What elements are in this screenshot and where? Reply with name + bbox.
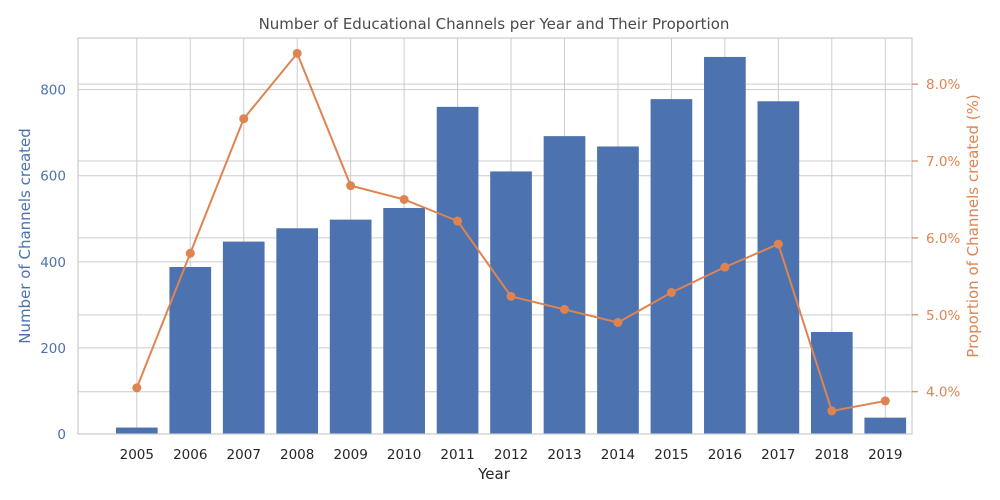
left-y-axis-label: Number of Channels created (16, 128, 34, 344)
x-tick-label: 2015 (654, 447, 688, 463)
left-y-tick-label: 800 (40, 83, 66, 99)
bar (329, 219, 372, 434)
right-y-tick-label: 7.0% (926, 154, 960, 170)
left-y-tick-label: 600 (40, 169, 66, 185)
bar (169, 266, 212, 434)
x-tick-label: 2017 (761, 447, 795, 463)
bar (704, 56, 746, 435)
x-tick-label: 2008 (280, 447, 314, 463)
bar (436, 106, 479, 434)
x-axis-label: Year (477, 465, 511, 483)
right-y-tick-label: 6.0% (926, 231, 960, 247)
proportion-point (560, 304, 569, 314)
x-tick-label: 2009 (333, 447, 367, 463)
right-y-tick-label: 8.0% (926, 77, 960, 93)
proportion-point (292, 48, 302, 58)
proportion-point (399, 194, 409, 204)
plot-border (77, 37, 913, 435)
bar (383, 208, 425, 434)
bar (810, 331, 853, 434)
proportion-point (346, 181, 356, 191)
plot-frame (77, 37, 913, 435)
x-tick-label: 2005 (120, 447, 154, 463)
x-tick-label: 2014 (601, 447, 635, 463)
proportion-point (453, 216, 463, 226)
bar (222, 241, 265, 434)
proportion-point (666, 288, 676, 298)
bar (115, 427, 158, 434)
proportion-point (773, 239, 783, 249)
right-y-tick-label: 4.0% (926, 385, 960, 401)
x-tick-label: 2012 (494, 447, 528, 463)
bar (757, 101, 800, 434)
bar (864, 417, 907, 434)
bar (597, 146, 639, 435)
x-tick-label: 2010 (387, 447, 421, 463)
chart-title: Number of Educational Channels per Year … (259, 15, 730, 33)
left-y-tick-label: 200 (40, 341, 66, 357)
proportion-line (132, 48, 890, 416)
x-tick-label: 2016 (708, 447, 742, 463)
tick-labels: 0 200 400 600 800 4.0% 5.0% 6.0% 7.0% 8.0% 2005 200… (40, 77, 960, 463)
x-tick-label: 2013 (547, 447, 581, 463)
proportion-point (613, 318, 623, 328)
left-y-tick-label: 400 (40, 255, 66, 271)
proportion-point (827, 406, 837, 416)
x-tick-label: 2018 (815, 447, 849, 463)
proportion-point (239, 114, 249, 124)
left-y-tick-label: 0 (57, 427, 66, 443)
bar (543, 136, 586, 434)
x-tick-label: 2019 (868, 447, 902, 463)
proportion-point (132, 383, 142, 393)
bar (490, 171, 532, 434)
x-tick-label: 2006 (173, 447, 207, 463)
right-y-tick-label: 5.0% (926, 308, 960, 324)
right-y-axis-label: Proportion of Channels created (%) (964, 94, 982, 357)
proportion-point (720, 262, 730, 272)
proportion-point (880, 396, 890, 406)
x-tick-label: 2007 (227, 447, 261, 463)
proportion-point (506, 291, 516, 301)
bar (650, 99, 693, 435)
x-tick-label: 2011 (440, 447, 474, 463)
bar (276, 228, 319, 434)
proportion-point (185, 248, 195, 258)
bars (115, 56, 907, 435)
